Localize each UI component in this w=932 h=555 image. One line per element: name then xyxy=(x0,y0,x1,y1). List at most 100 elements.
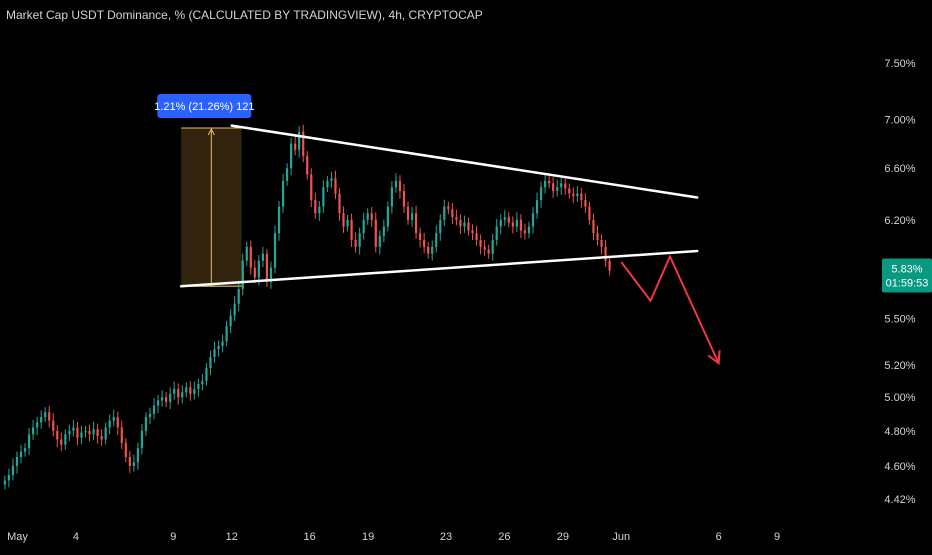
candle xyxy=(302,131,305,156)
candle xyxy=(44,412,47,418)
candle xyxy=(181,392,184,398)
measure-label: 1.21% (21.26%) 121 xyxy=(154,101,254,113)
candle xyxy=(132,462,135,466)
candle xyxy=(374,219,377,247)
candle xyxy=(261,253,264,261)
y-tick-label: 4.42% xyxy=(884,494,915,506)
candle xyxy=(467,222,470,231)
candle xyxy=(169,393,172,403)
candle xyxy=(136,448,140,463)
candle xyxy=(112,417,115,421)
candle xyxy=(15,457,19,466)
candle xyxy=(281,180,285,207)
candle xyxy=(406,206,410,220)
candle xyxy=(338,193,341,214)
candle xyxy=(120,427,123,443)
trendline-lower xyxy=(179,249,699,288)
candle xyxy=(354,239,357,247)
candle xyxy=(209,356,212,369)
price-tag-bg xyxy=(882,258,932,293)
candle xyxy=(213,349,216,357)
candle xyxy=(245,246,248,261)
candle xyxy=(52,420,55,431)
candle xyxy=(253,267,256,278)
candle xyxy=(584,200,587,207)
candle xyxy=(592,219,595,234)
y-tick-label: 4.80% xyxy=(884,426,915,438)
candle xyxy=(160,397,164,401)
candle xyxy=(459,219,462,227)
candle xyxy=(455,217,458,220)
candle xyxy=(475,233,478,240)
candle xyxy=(491,239,494,254)
projection-arrow-head xyxy=(707,350,721,366)
candle xyxy=(419,233,422,240)
trendline-upper xyxy=(230,124,699,199)
y-tick-label: 5.20% xyxy=(884,360,915,372)
candle xyxy=(64,434,67,445)
x-tick-label: 26 xyxy=(498,531,510,543)
candle xyxy=(451,209,454,218)
candle xyxy=(548,180,551,184)
candle xyxy=(471,230,474,234)
candle xyxy=(197,384,200,389)
x-tick-label: 23 xyxy=(440,531,452,543)
candle xyxy=(294,143,297,150)
x-tick-label: Jun xyxy=(612,531,630,543)
candle xyxy=(386,206,389,227)
candle xyxy=(423,239,426,247)
candle xyxy=(435,233,438,247)
candle xyxy=(427,246,430,254)
candle xyxy=(588,206,591,220)
candle xyxy=(479,239,482,247)
candle xyxy=(140,430,144,449)
y-tick-label: 5.00% xyxy=(884,392,915,404)
candle xyxy=(443,206,446,220)
candle xyxy=(322,187,325,207)
candle xyxy=(60,439,63,445)
candle xyxy=(414,213,418,234)
candle xyxy=(72,427,75,431)
candle xyxy=(552,183,555,192)
candle xyxy=(358,233,361,247)
candle xyxy=(600,239,603,247)
y-tick-label: 7.00% xyxy=(884,115,915,127)
candle xyxy=(148,413,152,418)
candle xyxy=(543,180,547,188)
candle xyxy=(402,191,406,207)
candle xyxy=(330,178,333,181)
candle xyxy=(249,246,252,268)
candle xyxy=(439,219,442,234)
x-tick-label: 4 xyxy=(73,531,79,543)
candle xyxy=(40,417,43,423)
x-tick-label: 12 xyxy=(226,531,238,543)
candle xyxy=(27,434,31,449)
candle xyxy=(390,187,394,207)
candle xyxy=(298,131,301,150)
chart-title: Market Cap USDT Dominance, % (CALCULATED… xyxy=(6,8,483,22)
candle xyxy=(156,400,160,406)
candle xyxy=(572,193,575,197)
candle xyxy=(257,260,260,278)
x-tick-label: May xyxy=(7,531,28,543)
candle xyxy=(499,219,502,227)
candle xyxy=(116,417,119,428)
candle xyxy=(3,480,6,485)
candle xyxy=(165,397,168,403)
candle xyxy=(535,200,539,214)
candle xyxy=(80,432,83,438)
candle xyxy=(463,222,466,227)
measure-label-bg xyxy=(157,94,252,119)
candle xyxy=(290,143,293,169)
x-tick-label: 19 xyxy=(362,531,374,543)
candle xyxy=(378,235,381,247)
candle xyxy=(7,474,11,481)
candle xyxy=(334,178,337,194)
candle xyxy=(128,457,131,466)
candle xyxy=(346,219,349,227)
candle xyxy=(398,180,402,192)
candle xyxy=(350,219,353,240)
candle xyxy=(604,246,607,261)
